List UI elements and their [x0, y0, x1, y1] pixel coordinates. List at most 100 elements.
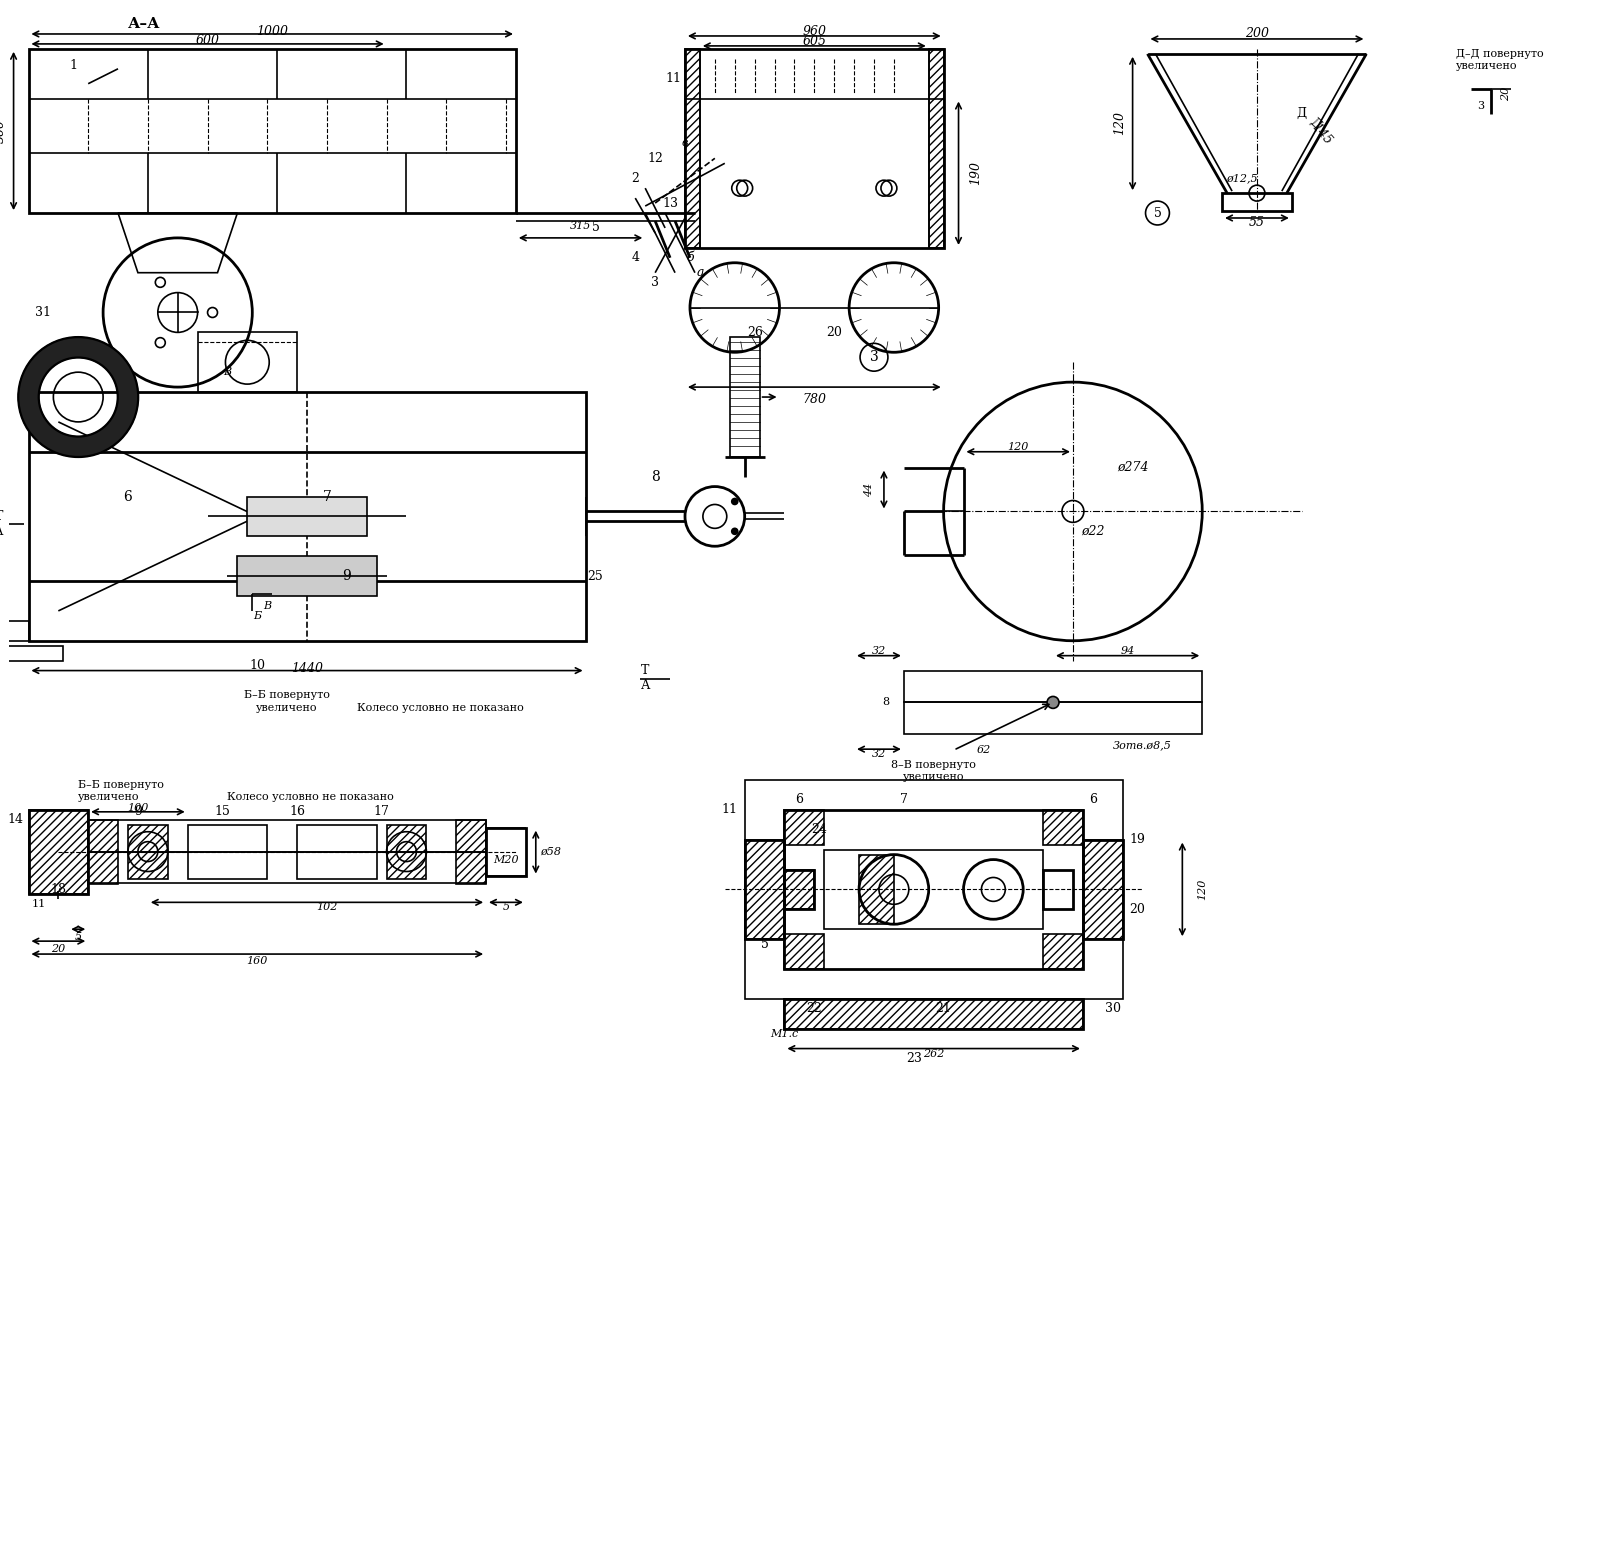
Bar — [128, 824, 167, 879]
Bar — [785, 999, 1083, 1028]
Bar — [905, 670, 1203, 703]
Text: 14: 14 — [8, 813, 24, 826]
Text: увеличено: увеличено — [903, 773, 964, 782]
Bar — [1083, 840, 1123, 939]
Text: 1000: 1000 — [256, 25, 289, 39]
Text: 1: 1 — [70, 59, 78, 72]
Text: 11: 11 — [721, 804, 738, 816]
Text: 26: 26 — [747, 326, 762, 340]
Text: М20: М20 — [493, 855, 519, 865]
Bar — [744, 781, 1123, 999]
Text: б: б — [686, 251, 694, 265]
Text: 120: 120 — [1114, 112, 1127, 136]
Text: 32: 32 — [872, 749, 887, 759]
Bar — [29, 48, 515, 213]
Bar — [785, 869, 814, 910]
Text: увеличено: увеличено — [256, 703, 318, 714]
Text: 9: 9 — [342, 569, 352, 583]
Text: Б–Б повернуто: Б–Б повернуто — [78, 781, 164, 790]
Text: Колесо условно не показано: Колесо условно не показано — [357, 703, 524, 714]
Text: 160: 160 — [246, 957, 267, 966]
Text: 102: 102 — [316, 902, 337, 913]
Bar — [248, 497, 366, 536]
Text: 1440: 1440 — [292, 662, 323, 675]
Text: Д: Д — [1297, 108, 1307, 120]
Text: 11: 11 — [31, 899, 45, 910]
Bar — [3, 645, 63, 661]
Text: 94: 94 — [1120, 645, 1135, 656]
Text: 190: 190 — [969, 160, 982, 185]
Text: 5: 5 — [760, 938, 768, 950]
Text: 3: 3 — [869, 351, 879, 365]
Text: Т: Т — [640, 664, 650, 678]
Bar — [88, 820, 118, 885]
Text: 600: 600 — [196, 34, 219, 47]
Text: В: В — [224, 368, 232, 377]
Bar — [237, 556, 376, 597]
Bar — [386, 824, 426, 879]
Bar — [486, 827, 525, 877]
Text: 960: 960 — [802, 25, 827, 39]
Text: 3отв.ø8,5: 3отв.ø8,5 — [1112, 740, 1172, 751]
Text: 11: 11 — [665, 72, 681, 86]
Text: 32: 32 — [872, 645, 887, 656]
Text: 21: 21 — [935, 1002, 952, 1016]
Text: Д–Д повернуто: Д–Д повернуто — [1456, 48, 1543, 59]
Text: 100: 100 — [126, 802, 149, 813]
Text: 3: 3 — [1477, 101, 1485, 111]
Bar — [1042, 810, 1083, 844]
Bar — [198, 332, 297, 393]
Circle shape — [1047, 696, 1059, 709]
Text: 22: 22 — [806, 1002, 822, 1016]
Bar — [785, 999, 1083, 1028]
Text: ø22: ø22 — [1081, 525, 1104, 538]
Text: 780: 780 — [802, 393, 827, 405]
Bar — [188, 824, 267, 879]
Text: 5: 5 — [75, 932, 81, 943]
Bar — [785, 810, 823, 844]
Text: 145: 145 — [1308, 120, 1334, 146]
Text: 6: 6 — [1089, 793, 1097, 807]
Text: 4: 4 — [631, 251, 639, 265]
Text: 2: 2 — [631, 171, 639, 185]
Bar — [456, 820, 486, 885]
Circle shape — [731, 499, 738, 505]
Text: 55: 55 — [1248, 217, 1264, 229]
Text: А: А — [0, 525, 3, 538]
Text: 6: 6 — [796, 793, 804, 807]
Text: 62: 62 — [976, 745, 990, 756]
Text: 20: 20 — [827, 326, 843, 340]
Bar — [823, 849, 1042, 929]
Text: Б: Б — [253, 611, 261, 622]
Text: 5: 5 — [503, 902, 509, 913]
Text: в: в — [682, 139, 689, 148]
Text: Колесо условно не показано: Колесо условно не показано — [227, 791, 394, 802]
Text: 25: 25 — [587, 570, 603, 583]
Text: 8–В повернуто: 8–В повернуто — [892, 760, 976, 770]
Bar — [785, 869, 814, 910]
Circle shape — [731, 528, 738, 534]
Text: 9: 9 — [135, 805, 143, 818]
Text: 7: 7 — [900, 793, 908, 807]
Text: 262: 262 — [922, 1049, 945, 1058]
Text: 120: 120 — [1008, 442, 1029, 452]
Text: 360: 360 — [0, 118, 6, 143]
Text: 8: 8 — [882, 698, 888, 707]
Text: 605: 605 — [802, 36, 827, 48]
Text: В: В — [263, 601, 271, 611]
Text: 5: 5 — [1154, 207, 1161, 220]
Text: 18: 18 — [50, 883, 66, 896]
Bar — [744, 840, 785, 939]
Bar — [1042, 869, 1073, 910]
Text: 7: 7 — [323, 489, 331, 503]
Text: увеличено: увеличено — [78, 791, 139, 802]
Text: 16: 16 — [289, 805, 305, 818]
Text: 315: 315 — [571, 221, 592, 231]
Text: А–А: А–А — [128, 17, 160, 31]
Bar — [297, 824, 376, 879]
Text: 24: 24 — [812, 823, 827, 837]
Bar — [1042, 935, 1083, 969]
Text: 8: 8 — [650, 469, 660, 483]
Text: 17: 17 — [374, 805, 389, 818]
Text: Б–Б повернуто: Б–Б повернуто — [245, 690, 331, 701]
